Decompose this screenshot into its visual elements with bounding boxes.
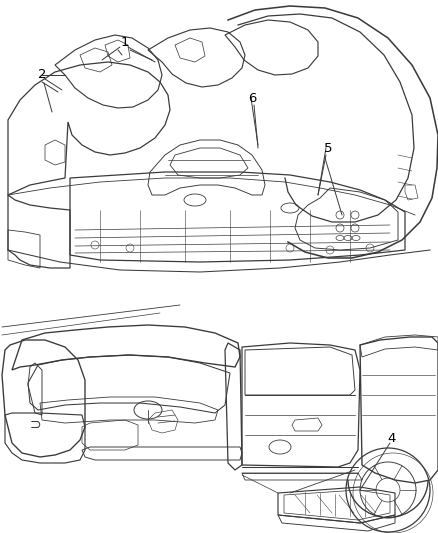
Text: ⊃: ⊃ <box>29 418 41 432</box>
Text: 1: 1 <box>121 36 129 50</box>
Text: 5: 5 <box>324 141 332 155</box>
Text: 4: 4 <box>388 432 396 445</box>
Text: 6: 6 <box>248 92 256 104</box>
Text: 2: 2 <box>38 69 46 82</box>
